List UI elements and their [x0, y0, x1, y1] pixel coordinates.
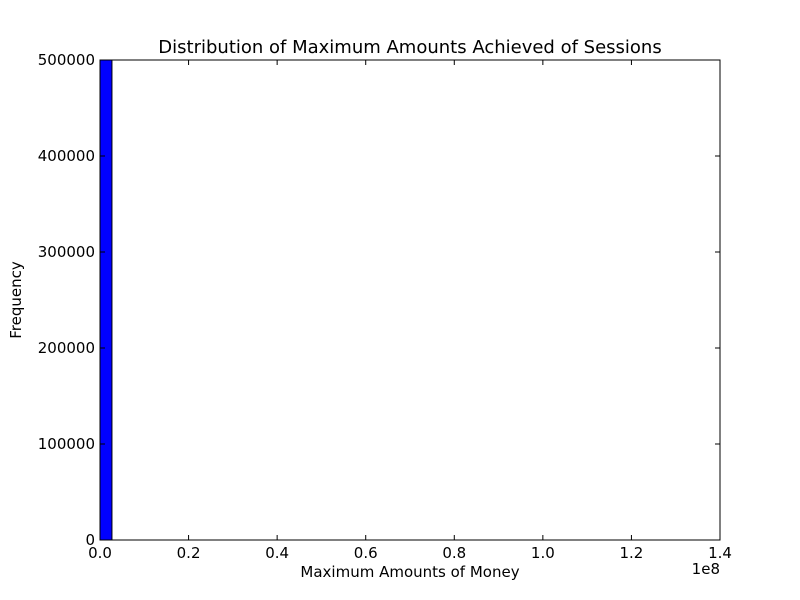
y-tick-label: 300000	[38, 243, 95, 261]
bars-group	[99, 59, 113, 541]
x-tick-label: 1.0	[531, 544, 555, 562]
y-tick-label: 200000	[38, 339, 95, 357]
y-tick-label: 100000	[38, 435, 95, 453]
y-tick-label: 500000	[38, 51, 95, 69]
x-tick-label: 1.4	[708, 544, 732, 562]
x-tick-label: 0.2	[177, 544, 201, 562]
y-tick-label: 0	[85, 531, 95, 549]
x-tick-label: 0.8	[442, 544, 466, 562]
chart-title: Distribution of Maximum Amounts Achieved…	[158, 37, 661, 58]
x-ticks-group: 0.0 0.2 0.4 0.6 0.8 1.0 1.2 1.4	[88, 60, 732, 562]
x-tick-label: 0.4	[265, 544, 289, 562]
x-offset-label: 1e8	[692, 560, 720, 578]
y-tick-label: 400000	[38, 147, 95, 165]
plot-frame	[99, 59, 721, 541]
y-ticks-group: 0 100000 200000 300000 400000 500000	[38, 51, 720, 549]
x-tick-label: 1.2	[619, 544, 643, 562]
x-tick-label: 0.6	[354, 544, 378, 562]
histogram-bar-0	[99, 59, 113, 541]
x-axis-label: Maximum Amounts of Money	[300, 563, 519, 581]
x-tick-label: 0.0	[88, 544, 112, 562]
y-axis-label: Frequency	[7, 261, 25, 339]
